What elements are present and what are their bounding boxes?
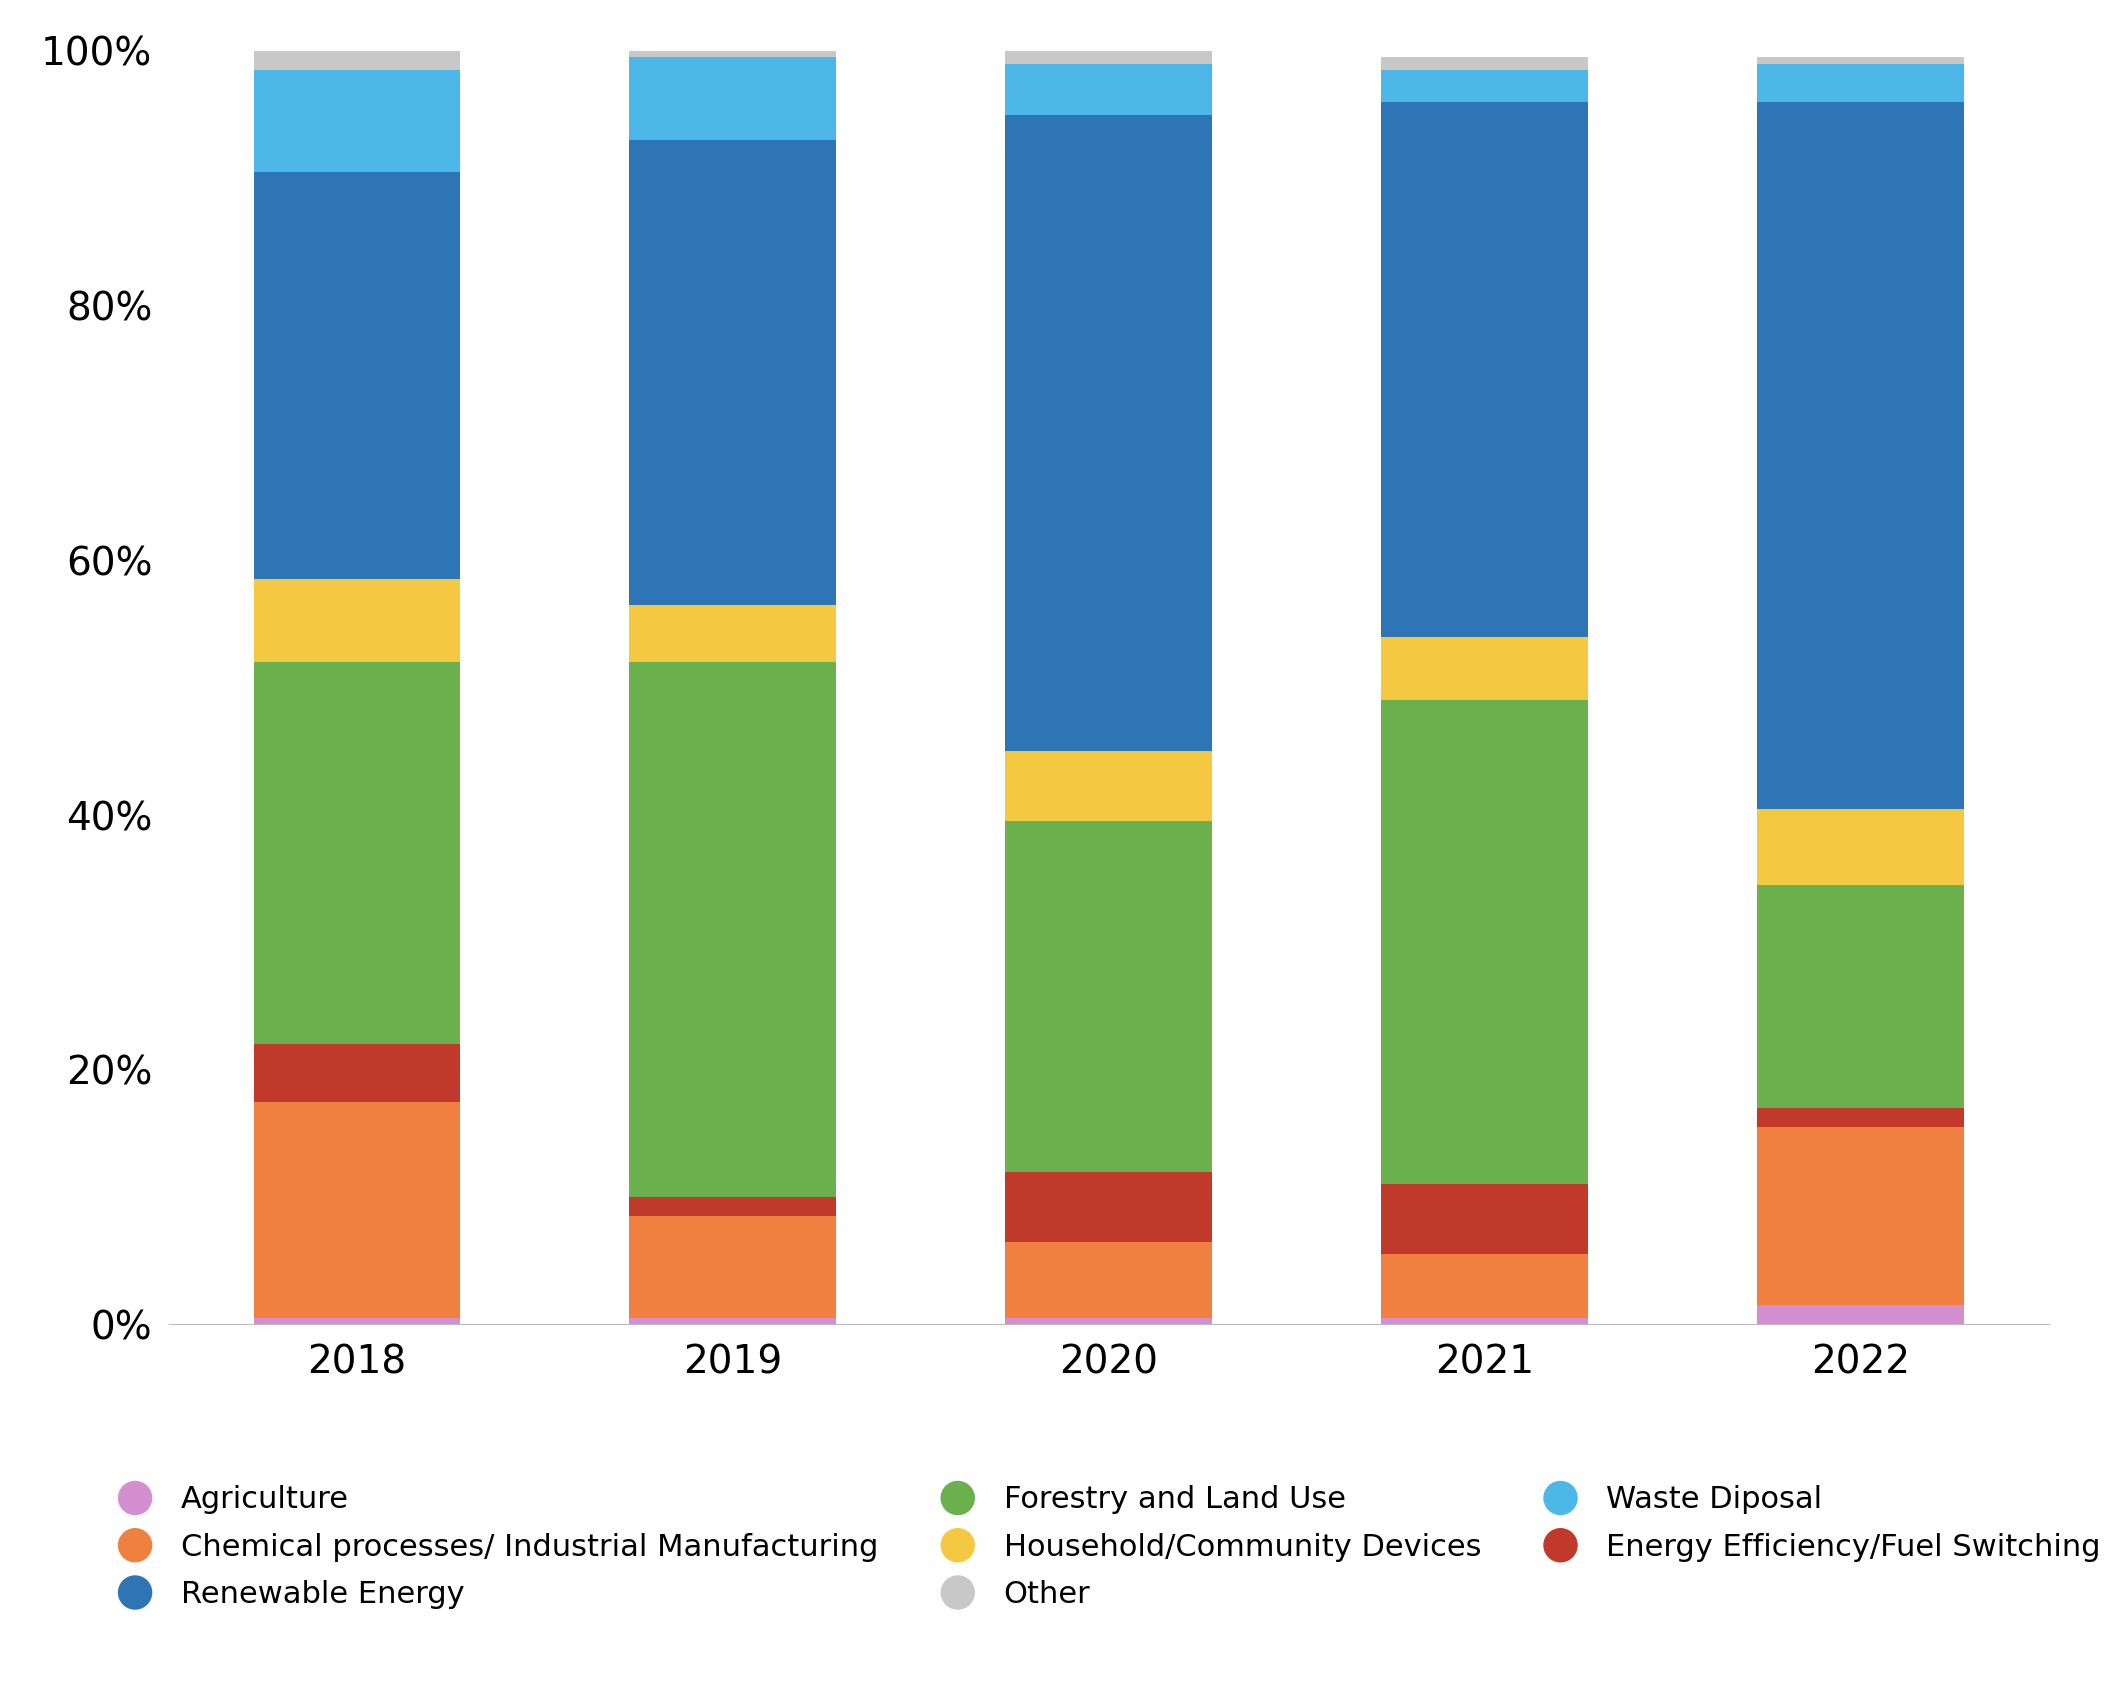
Bar bbox=[253, 51, 460, 70]
Bar bbox=[1005, 1241, 1212, 1318]
Bar bbox=[253, 70, 460, 171]
Bar bbox=[1757, 1306, 1964, 1324]
Bar bbox=[629, 58, 836, 141]
Bar bbox=[629, 662, 836, 1197]
Bar bbox=[1005, 65, 1212, 115]
Bar bbox=[253, 171, 460, 579]
Bar bbox=[629, 1216, 836, 1318]
Bar bbox=[1381, 701, 1588, 1185]
Bar bbox=[1005, 822, 1212, 1172]
Bar bbox=[1757, 808, 1964, 885]
Bar bbox=[1381, 1185, 1588, 1255]
Bar bbox=[253, 1318, 460, 1324]
Bar bbox=[1757, 102, 1964, 808]
Bar bbox=[1381, 70, 1588, 102]
Bar bbox=[1757, 58, 1964, 65]
Bar bbox=[253, 662, 460, 1044]
Bar bbox=[253, 579, 460, 662]
Bar bbox=[1381, 637, 1588, 701]
Bar bbox=[629, 141, 836, 604]
Bar bbox=[1757, 1127, 1964, 1306]
Bar bbox=[1381, 102, 1588, 637]
Bar bbox=[1381, 1318, 1588, 1324]
Bar bbox=[629, 1318, 836, 1324]
Bar bbox=[1005, 1172, 1212, 1241]
Bar bbox=[1005, 1318, 1212, 1324]
Bar bbox=[629, 51, 836, 58]
Bar bbox=[1381, 1255, 1588, 1318]
Bar bbox=[1381, 58, 1588, 70]
Legend: Agriculture, Chemical processes/ Industrial Manufacturing, Renewable Energy, For: Agriculture, Chemical processes/ Industr… bbox=[101, 1467, 2112, 1623]
Bar bbox=[629, 604, 836, 662]
Bar bbox=[1757, 65, 1964, 102]
Bar bbox=[1005, 115, 1212, 752]
Bar bbox=[1757, 885, 1964, 1109]
Bar bbox=[1005, 751, 1212, 822]
Bar bbox=[253, 1102, 460, 1318]
Bar bbox=[1757, 1109, 1964, 1127]
Bar bbox=[629, 1197, 836, 1216]
Bar bbox=[253, 1044, 460, 1102]
Bar bbox=[1005, 51, 1212, 65]
